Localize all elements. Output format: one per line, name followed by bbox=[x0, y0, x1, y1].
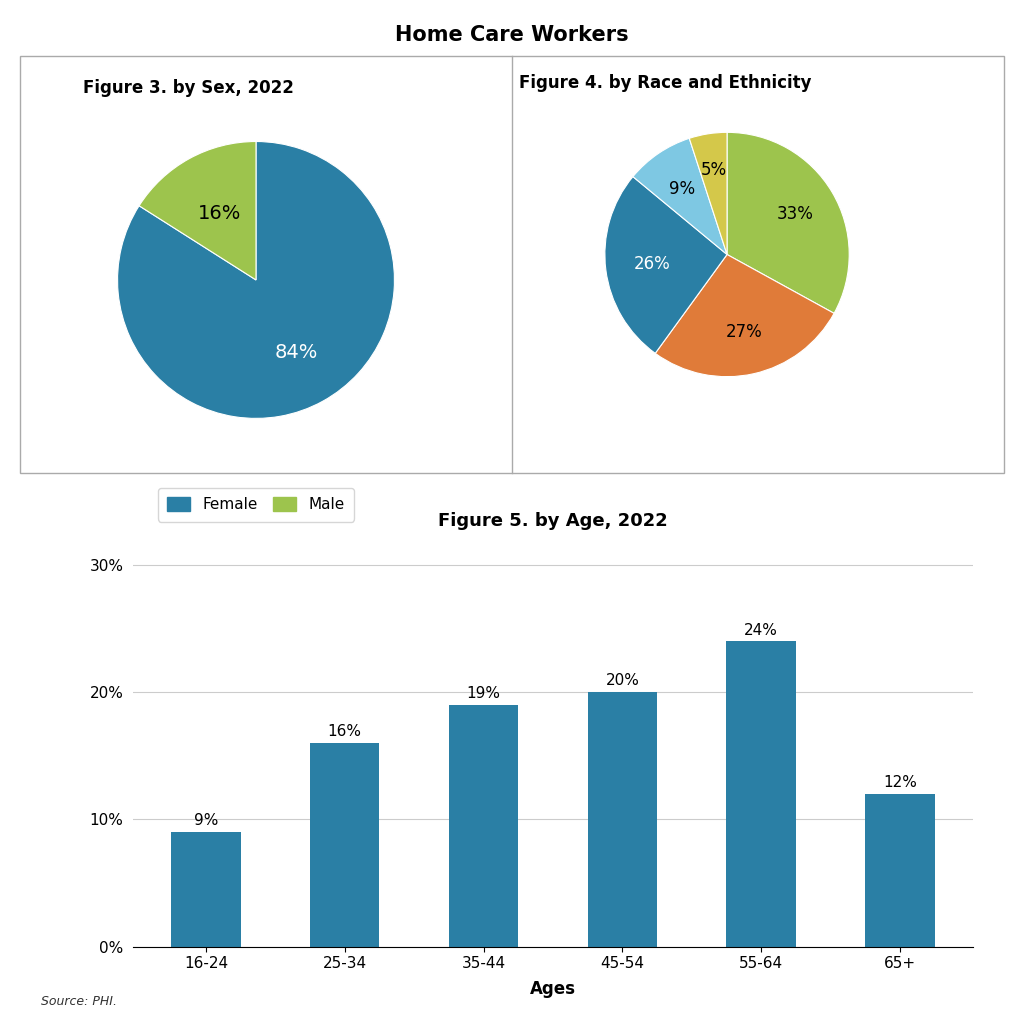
Text: Source: PHI.: Source: PHI. bbox=[41, 995, 117, 1008]
Wedge shape bbox=[655, 254, 835, 377]
Text: 26%: 26% bbox=[634, 254, 671, 273]
Text: 9%: 9% bbox=[670, 180, 695, 197]
Bar bbox=[726, 641, 796, 947]
Text: 84%: 84% bbox=[274, 343, 317, 362]
Wedge shape bbox=[633, 138, 727, 254]
Bar bbox=[865, 794, 935, 947]
Wedge shape bbox=[605, 177, 727, 353]
Text: 19%: 19% bbox=[467, 686, 501, 701]
Text: Figure 4. by Race and Ethnicity: Figure 4. by Race and Ethnicity bbox=[519, 74, 812, 92]
Text: 24%: 24% bbox=[744, 623, 778, 637]
Text: 27%: 27% bbox=[726, 323, 763, 341]
Wedge shape bbox=[689, 132, 727, 254]
Text: 20%: 20% bbox=[605, 674, 639, 688]
Wedge shape bbox=[139, 142, 256, 280]
Bar bbox=[171, 833, 241, 947]
Title: Figure 5. by Age, 2022: Figure 5. by Age, 2022 bbox=[438, 512, 668, 529]
Text: Figure 3. by Sex, 2022: Figure 3. by Sex, 2022 bbox=[83, 79, 294, 97]
Wedge shape bbox=[727, 132, 849, 314]
Text: 12%: 12% bbox=[883, 776, 916, 790]
Text: 9%: 9% bbox=[194, 813, 218, 829]
Bar bbox=[588, 692, 657, 947]
Legend: Female, Male: Female, Male bbox=[159, 488, 353, 521]
X-axis label: Ages: Ages bbox=[530, 979, 575, 998]
Text: 5%: 5% bbox=[700, 161, 727, 179]
Legend: White, Black or African American, Hispanic or Latino (Any Race), Asian or Pacifi: White, Black or African American, Hispan… bbox=[562, 297, 833, 422]
Text: 16%: 16% bbox=[198, 204, 241, 223]
Bar bbox=[449, 704, 518, 947]
Text: 16%: 16% bbox=[328, 725, 361, 739]
Text: Home Care Workers: Home Care Workers bbox=[395, 25, 629, 46]
Wedge shape bbox=[118, 142, 394, 418]
Text: 33%: 33% bbox=[777, 205, 814, 223]
Bar bbox=[310, 743, 380, 947]
